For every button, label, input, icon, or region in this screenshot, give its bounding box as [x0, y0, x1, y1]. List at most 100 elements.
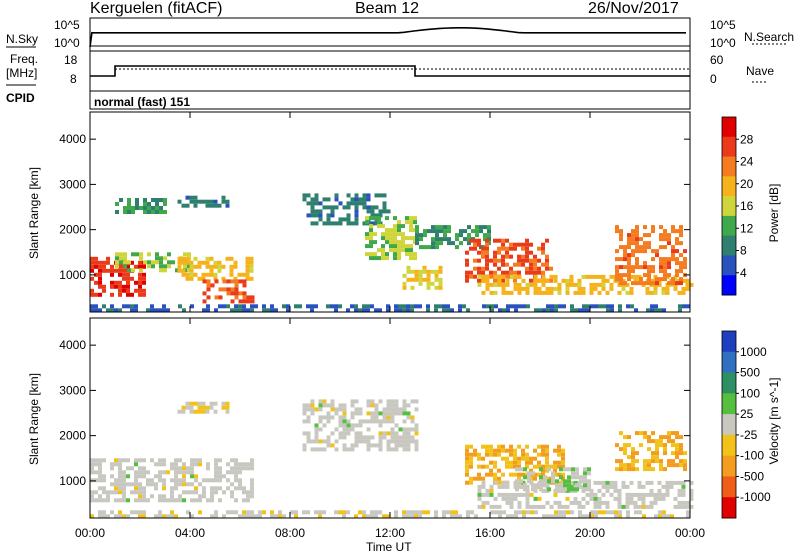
power-scatter-cell [177, 268, 182, 273]
velocity-scatter-cell [469, 444, 473, 449]
power-scatter-cell [282, 304, 286, 309]
velocity-scatter-cell [122, 514, 126, 519]
power-scatter-cell [126, 280, 130, 285]
velocity-scatter-cell [689, 492, 694, 497]
velocity-scatter-cell [689, 504, 694, 509]
velocity-scatter-cell [154, 486, 158, 491]
power-scatter-cell [627, 273, 631, 278]
velocity-scatter-cell [238, 486, 242, 491]
power-scatter-cell [493, 254, 497, 259]
power-scatter-cell [314, 213, 319, 218]
power-scatter-cell [650, 304, 654, 309]
velocity-scatter-cell [525, 484, 530, 489]
velocity-scatter-cell [398, 427, 403, 432]
velocity-scatter-cell [110, 482, 114, 487]
velocity-scatter-cell [90, 514, 94, 519]
velocity-scatter-cell [639, 443, 643, 448]
power-scatter-cell [423, 233, 427, 238]
velocity-scatter-cell [181, 405, 186, 410]
velocity-scatter-cell [418, 510, 422, 515]
velocity-scatter-cell [390, 399, 395, 404]
velocity-scatter-cell [575, 475, 579, 480]
power-scatter-cell [147, 260, 151, 265]
velocity-scatter-cell [222, 490, 226, 495]
velocity-scatter-cell [637, 496, 642, 501]
power-scatter-cell [330, 205, 335, 210]
velocity-scatter-cell [390, 427, 395, 432]
power-scatter-cell [541, 250, 545, 255]
power-scatter-cell [354, 193, 359, 198]
velocity-scatter-cell [94, 498, 98, 503]
power-scatter-cell [397, 244, 401, 249]
velocity-scatter-cell [619, 447, 623, 452]
velocity-scatter-cell [334, 427, 339, 432]
velocity-scatter-cell [465, 480, 469, 485]
power-scatter-cell [238, 279, 243, 284]
power-scatter-cell [397, 232, 401, 237]
velocity-scatter-cell [406, 435, 411, 440]
power-scatter-cell [350, 201, 355, 206]
velocity-scatter-cell [214, 510, 218, 515]
power-scatter-cell [689, 282, 694, 287]
power-scatter-cell [651, 229, 655, 234]
velocity-scatter-cell [685, 504, 690, 509]
power-scatter-cell [393, 256, 397, 261]
power-scatter-cell [167, 252, 171, 257]
power-scatter-cell [529, 258, 533, 263]
power-scatter-cell [338, 221, 343, 226]
velocity-scatter-cell [537, 472, 541, 477]
power-scatter-cell [493, 270, 497, 275]
velocity-scatter-cell [667, 459, 671, 464]
power-scatter-cell [671, 229, 675, 234]
power-scatter-cell [533, 254, 537, 259]
velocity-scatter-cell [350, 411, 355, 416]
power-scatter-cell [493, 250, 497, 255]
power-scatter-cell [546, 308, 550, 313]
power-scatter-cell [679, 233, 683, 238]
power-scatter-cell [493, 258, 497, 263]
power-scatter-cell [659, 237, 663, 242]
power-scatter-cell [663, 257, 667, 262]
velocity-scatter-cell [593, 500, 598, 505]
power-colorbar-tick-label: 12 [740, 221, 754, 235]
velocity-scatter-cell [625, 484, 630, 489]
power-scatter-cell [533, 290, 538, 295]
velocity-scatter-cell [358, 439, 363, 444]
velocity-scatter-cell [529, 456, 533, 461]
velocity-scatter-cell [627, 467, 631, 472]
power-scatter-cell [397, 252, 401, 257]
velocity-scatter-cell [583, 475, 587, 480]
velocity-scatter-cell [246, 510, 250, 515]
power-scatter-cell [655, 249, 659, 254]
power-scatter-cell [142, 272, 146, 277]
power-scatter-cell [369, 232, 373, 237]
power-scatter-cell [675, 281, 679, 286]
power-scatter-cell [154, 308, 158, 313]
velocity-scatter-cell [142, 470, 146, 475]
power-scatter-cell [354, 217, 359, 222]
velocity-scatter-cell [390, 415, 395, 420]
power-scatter-cell [529, 282, 534, 287]
time-axis-label: Time UT [366, 540, 412, 554]
velocity-scatter-cell [406, 514, 410, 519]
power-scatter-cell [143, 260, 147, 265]
power-scatter-cell [369, 224, 373, 229]
power-scatter-cell [193, 199, 198, 204]
power-scatter-cell [405, 244, 409, 249]
velocity-scatter-cell [410, 427, 415, 432]
velocity-scatter-cell [114, 486, 118, 491]
power-scatter-cell [389, 248, 393, 253]
power-scatter-cell [493, 262, 497, 267]
velocity-scatter-cell [658, 514, 662, 519]
power-scatter-cell [469, 246, 473, 251]
power-scatter-cell [226, 279, 231, 284]
velocity-scatter-cell [655, 459, 659, 464]
velocity-scatter-cell [114, 478, 118, 483]
velocity-scatter-cell [226, 470, 230, 475]
velocity-scatter-cell [122, 490, 126, 495]
power-scatter-cell [619, 277, 623, 282]
power-scatter-cell [402, 285, 407, 290]
velocity-scatter-cell [541, 504, 546, 509]
power-scatter-cell [553, 274, 558, 279]
velocity-scatter-cell [318, 407, 323, 412]
